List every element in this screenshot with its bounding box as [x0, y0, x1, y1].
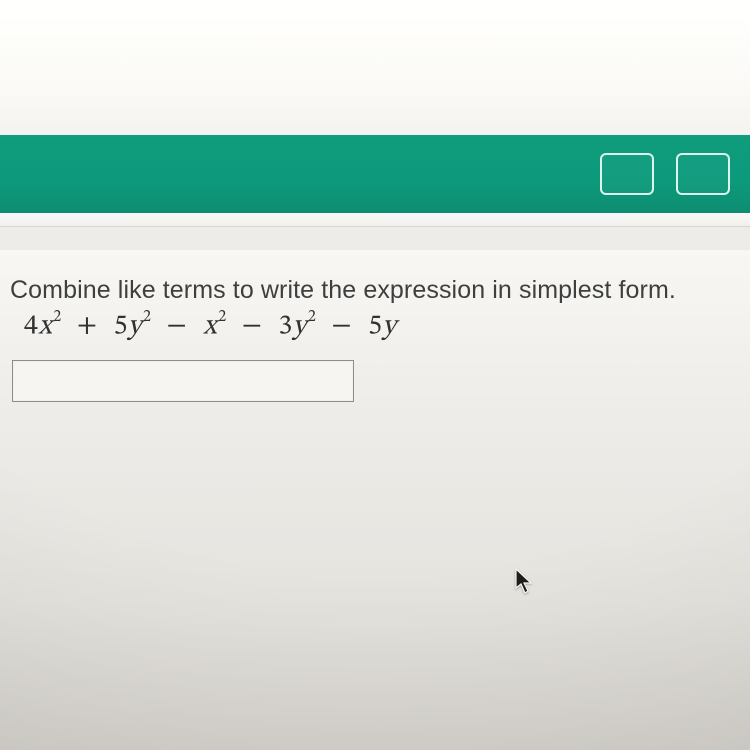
answer-input[interactable]	[12, 360, 354, 402]
term-5-var: y	[383, 312, 397, 340]
op-3: −	[233, 309, 272, 344]
header-button-1[interactable]	[600, 153, 654, 195]
app-header	[0, 135, 750, 213]
op-4: −	[322, 309, 361, 344]
question-panel: Combine like terms to write the expressi…	[0, 250, 750, 750]
screen-photo: Combine like terms to write the expressi…	[0, 0, 750, 750]
term-5-coef: 5	[368, 312, 382, 340]
math-expression: 4x2 + 5y2 − x2 − 3y2 − 5y	[24, 309, 732, 344]
header-divider	[0, 213, 750, 227]
term-1-coef: 4	[24, 312, 38, 340]
term-4-var: y	[293, 312, 307, 340]
top-blank-region	[0, 0, 750, 135]
term-4-coef: 3	[278, 312, 292, 340]
op-2: −	[158, 309, 197, 344]
term-2-exp: 2	[143, 309, 151, 325]
term-3-var: x	[203, 312, 217, 340]
term-3-exp: 2	[218, 309, 226, 325]
term-2-coef: 5	[114, 312, 128, 340]
question-prompt: Combine like terms to write the expressi…	[10, 276, 732, 305]
header-button-2[interactable]	[676, 153, 730, 195]
term-2-var: y	[128, 312, 142, 340]
term-4-exp: 2	[308, 309, 316, 325]
term-1-var: x	[38, 312, 52, 340]
op-1: +	[68, 309, 107, 344]
term-1-exp: 2	[53, 309, 61, 325]
